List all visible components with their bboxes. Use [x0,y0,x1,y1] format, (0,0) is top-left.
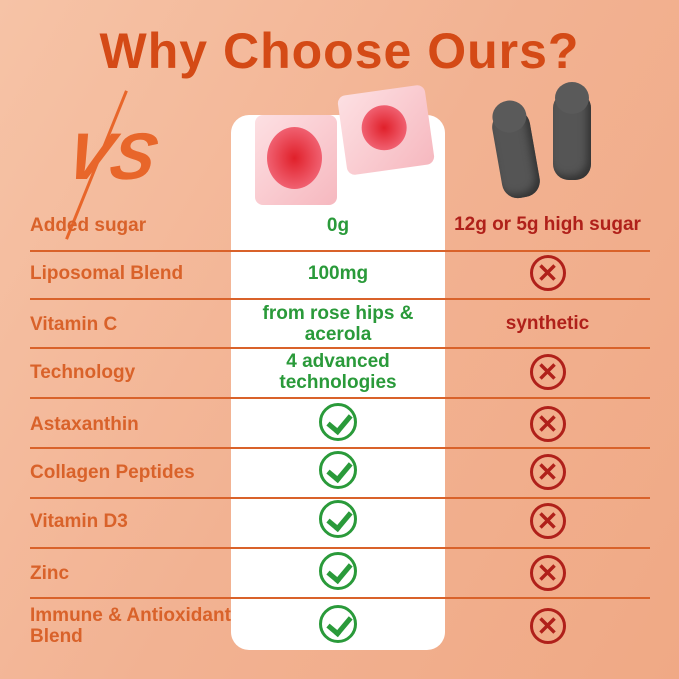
table-row: Liposomal Blend 100mg ✕ [30,249,650,297]
check-icon [319,402,357,441]
competitor-value: ✕ [445,503,650,539]
competitor-value: ✕ [445,255,650,291]
row-divider [30,497,650,499]
ours-value: 100mg [307,262,369,284]
page-title: Why Choose Ours? [99,23,580,79]
table-row: Astaxanthin ✕ [30,400,650,448]
vs-logo: VS [60,119,164,193]
competitor-value: ✕ [445,608,650,644]
ours-value [231,604,445,648]
check-icon [319,604,357,643]
cross-icon: ✕ [529,555,566,591]
ours-value: 4 advanced technologies [279,351,397,393]
competitor-value: ✕ [445,555,650,591]
row-divider [30,347,650,349]
check-icon [319,499,357,538]
row-label: Added sugar [30,214,147,236]
row-label: Technology [30,361,136,383]
row-divider [30,597,650,599]
cross-icon: ✕ [529,255,566,291]
row-divider [30,547,650,549]
table-row: Collagen Peptides ✕ [30,448,650,496]
row-label: Zinc [30,562,70,584]
table-row: Technology 4 advanced technologies ✕ [30,348,650,396]
ours-value [231,499,445,543]
gummy-cube-image [336,84,436,176]
competitor-value: ✕ [445,354,650,390]
ours-value: from rose hips & acerola [262,303,414,345]
gummy-cube-image [255,115,337,205]
table-row: Vitamin C from rose hips & acerola synthet… [30,300,650,348]
cross-icon: ✕ [529,503,566,539]
ours-value [231,551,445,595]
row-label: Immune & Antioxidant Blend [30,605,231,647]
row-label: Liposomal Blend [30,262,184,284]
row-label: Astaxanthin [30,413,139,435]
competitor-value: synthetic [505,313,590,334]
check-icon [319,551,357,590]
ours-value [231,450,445,494]
competitor-value: 12g or 5g high sugar [454,214,641,235]
ours-value [231,402,445,446]
table-row: Zinc ✕ [30,549,650,597]
row-divider [30,250,650,252]
cross-icon: ✕ [529,406,566,442]
row-label: Vitamin D3 [30,510,128,532]
ours-value: 0g [326,214,350,236]
table-row: Added sugar 0g 12g or 5g high sugar [30,201,650,249]
cross-icon: ✕ [529,454,566,490]
cross-icon: ✕ [529,608,566,644]
row-divider [30,298,650,300]
row-divider [30,397,650,399]
table-row: Immune & Antioxidant Blend ✕ [30,602,650,650]
competitor-value: ✕ [445,454,650,490]
row-label: Vitamin C [30,313,118,335]
competitor-gummy-bear-image [489,107,543,201]
competitor-gummy-bear-image [553,82,591,180]
row-label: Collagen Peptides [30,461,195,483]
table-row: Vitamin D3 ✕ [30,497,650,545]
row-divider [30,447,650,449]
cross-icon: ✕ [529,354,566,390]
check-icon [319,450,357,489]
competitor-value: ✕ [445,406,650,442]
